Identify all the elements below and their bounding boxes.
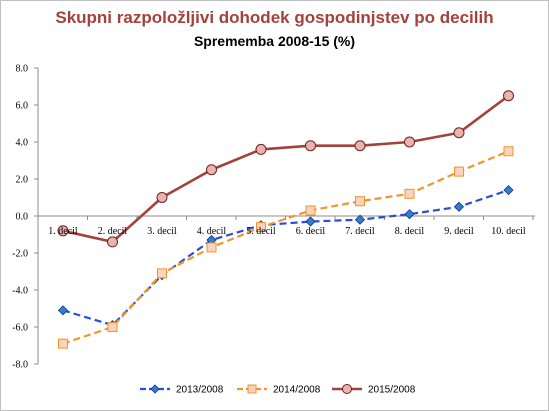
data-point-diamond [354,214,366,225]
data-point-square [206,242,217,253]
y-tick-label: 0.0 [16,212,29,223]
data-point-diamond [57,305,69,316]
x-category-label: 4. decil [197,226,227,237]
series-line-2014-2008 [62,150,509,345]
series-line-2013-2008 [62,189,509,327]
data-point-diamond [453,201,465,212]
x-category-label: 10. decil [491,226,526,237]
y-tick-label: -2.0 [12,249,28,260]
chart-subtitle: Sprememba 2008-15 (%) [193,33,356,49]
legend-label: 2015/2008 [368,385,416,396]
y-tick-label: -6.0 [12,323,28,334]
x-category-label: 9. decil [444,226,474,237]
data-point-square [454,166,464,177]
x-category-label: 1. decil [48,226,78,237]
data-point-square [355,196,365,207]
data-point-circle [107,236,118,248]
y-tick-label: 6.0 [16,101,29,112]
data-point-circle [255,143,267,155]
data-point-square [157,268,167,279]
legend-marker-square [247,384,257,394]
x-category-label: 5. decil [246,226,276,237]
x-category-label: 3. decil [147,226,177,237]
data-point-circle [354,140,366,152]
data-point-circle [156,192,168,203]
x-category-label: 8. decil [395,226,425,237]
data-point-square [305,205,316,216]
x-category-label: 2. decil [98,226,128,237]
data-point-diamond [305,216,316,227]
y-tick-label: 4.0 [16,138,29,149]
data-point-circle [503,90,514,102]
legend-label: 2013/2008 [176,385,224,396]
data-point-circle [404,136,415,148]
data-point-square [58,338,68,349]
x-category-label: 7. decil [345,226,375,237]
chart-title: Skupni razpoložljivi dohodek gospodinjst… [55,8,494,27]
y-tick-label: 8.0 [16,64,29,75]
data-point-circle [57,225,69,237]
legend-label: 2014/2008 [273,385,321,396]
data-point-circle [453,127,465,139]
legend-marker-circle [342,384,352,394]
data-point-square [404,188,415,199]
data-point-diamond [404,209,415,220]
data-point-circle [206,164,217,176]
y-tick-label: 2.0 [16,175,29,186]
legend-marker-diamond [150,384,160,394]
y-tick-label: -4.0 [12,286,28,297]
data-point-square [107,322,118,332]
y-tick-label: -8.0 [12,360,28,371]
data-point-circle [305,140,316,152]
data-point-square [503,146,514,157]
x-category-label: 6. decil [296,226,326,237]
data-point-square [256,222,266,233]
data-point-diamond [503,185,514,196]
series-line-2015-2008 [62,94,510,244]
